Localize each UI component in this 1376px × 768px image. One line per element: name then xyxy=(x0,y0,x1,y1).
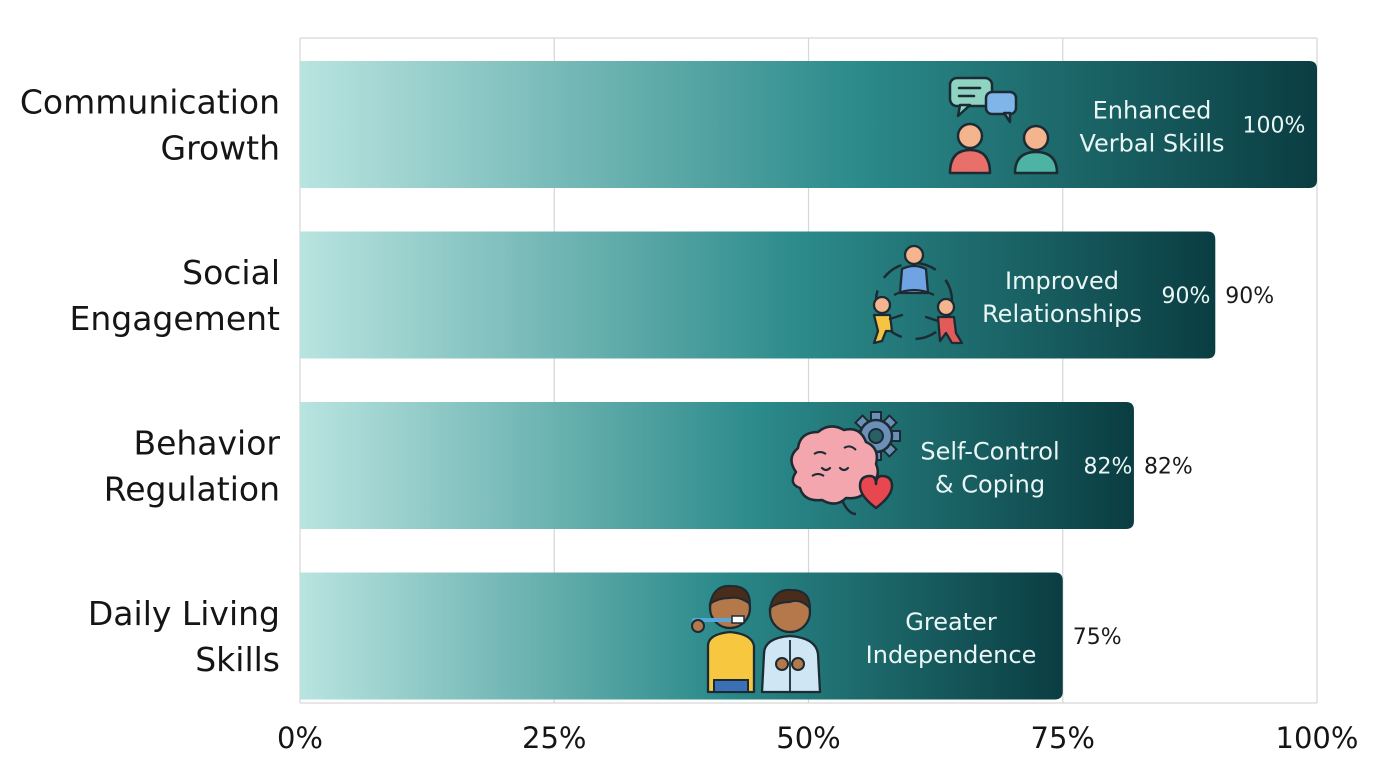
x-tick-label: 100% xyxy=(1276,721,1359,755)
category-label: Social Engagement xyxy=(70,253,281,338)
bar-inner-value-label: 82% xyxy=(1084,455,1133,480)
x-tick-label: 0% xyxy=(277,721,323,755)
bar xyxy=(300,231,1216,359)
kids-self-care-icon xyxy=(691,584,822,694)
bar-inner-label: Self-Control & Coping xyxy=(920,438,1059,499)
bar-inner-value-label: 100% xyxy=(1243,114,1306,139)
conversation-people-icon xyxy=(948,76,1059,175)
category-label: Daily Living Skills xyxy=(88,594,280,679)
group-circle-people-icon xyxy=(872,244,964,345)
x-tick-label: 50% xyxy=(776,721,840,755)
x-tick-label: 75% xyxy=(1031,721,1095,755)
bar-value-label: 75% xyxy=(1073,625,1122,650)
bar-value-label: 82% xyxy=(1144,455,1193,480)
bar-inner-label: Improved Relationships xyxy=(982,267,1142,328)
brain-gear-heart-icon xyxy=(790,411,901,516)
bar-inner-label: Enhanced Verbal Skills xyxy=(1079,97,1224,158)
x-tick-label: 25% xyxy=(522,721,586,755)
bar xyxy=(300,402,1134,529)
category-label: Behavior Regulation xyxy=(104,424,281,509)
bar xyxy=(300,61,1317,188)
bar-inner-label: Greater Independence xyxy=(866,608,1037,669)
bars xyxy=(300,61,1317,700)
bar-inner-value-label: 90% xyxy=(1162,284,1211,309)
category-label: Communication Growth xyxy=(20,83,280,168)
bar-value-label: 90% xyxy=(1225,284,1274,309)
labels: 0% 25% 50% 75% 100% Communication Growth Enhanc… xyxy=(20,76,1359,755)
bar xyxy=(300,572,1063,700)
